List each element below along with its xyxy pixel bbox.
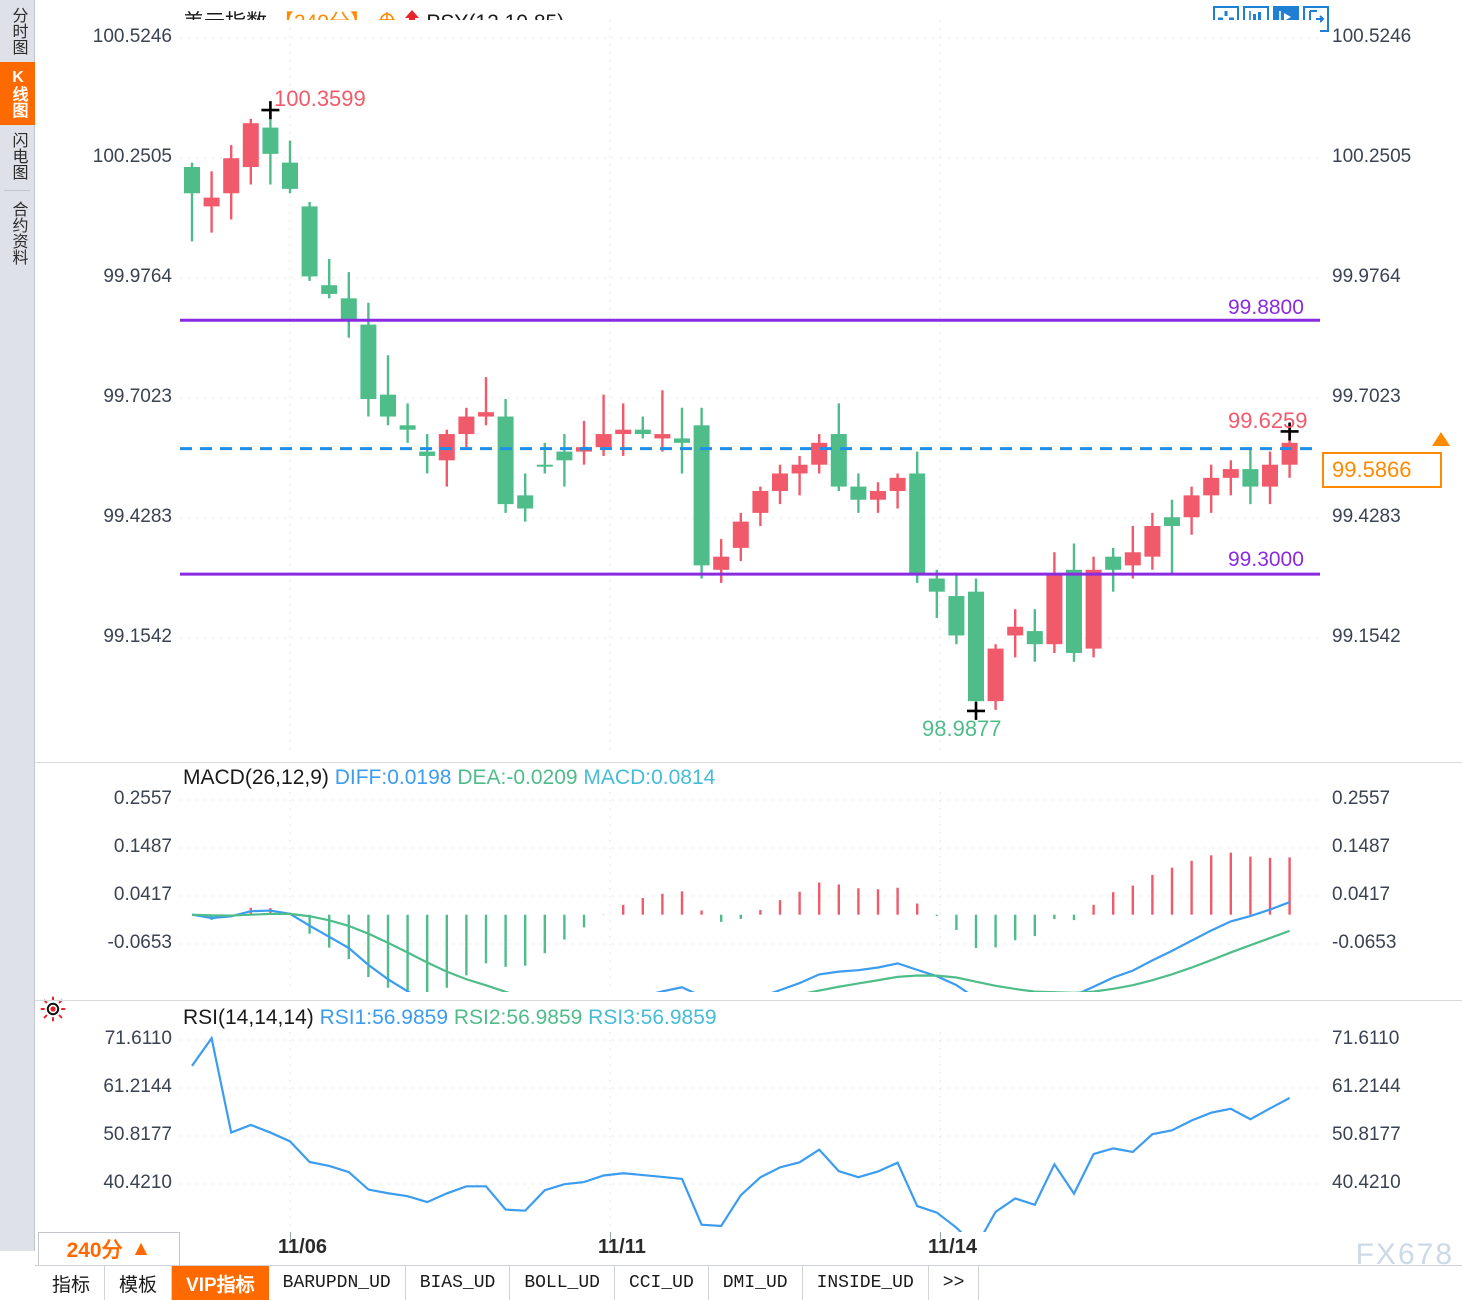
- axis-tick-label: 40.4210: [1332, 1172, 1401, 1193]
- axis-tick-label: 50.8177: [103, 1124, 172, 1145]
- axis-tick-label: 61.2144: [1332, 1076, 1401, 1097]
- left-sidebar: 分时图 K线图 闪电图 合约资料: [0, 0, 35, 1251]
- axis-tick-label: 100.2505: [1332, 146, 1412, 167]
- footer-vip[interactable]: VIP指标: [172, 1266, 269, 1300]
- axis-tick-label: 40.4210: [103, 1172, 172, 1193]
- hline-upper-label: 99.8800: [1228, 296, 1304, 319]
- footer-barupdn-ud[interactable]: BARUPDN_UD: [269, 1266, 406, 1300]
- axis-tick-label: 0.1487: [113, 836, 172, 857]
- sidebar-item-lightning[interactable]: 闪电图: [9, 132, 27, 180]
- date-axis-label: 11/06: [278, 1236, 327, 1258]
- axis-tick-label: 61.2144: [103, 1076, 172, 1097]
- timeframe-arrow-icon: ▲: [130, 1237, 152, 1260]
- axis-tick-label: 99.4283: [103, 506, 172, 527]
- axis-tick-label: 100.5246: [92, 26, 172, 47]
- macd-title: MACD(26,12,9): [183, 766, 329, 789]
- footer-template[interactable]: 模板: [105, 1266, 173, 1300]
- rsi2-value: RSI2:56.9859: [453, 1006, 583, 1029]
- footer-toolbar: 指标 模板 VIP指标 BARUPDN_UD BIAS_UD BOLL_UD CCI_UD D…: [0, 1266, 1462, 1300]
- macd-dea-value: DEA:-0.0209: [457, 766, 578, 789]
- footer-spacer: [0, 1266, 38, 1300]
- last-price-label: 99.6259: [1228, 408, 1308, 433]
- macd-diff-value: DIFF:0.0198: [334, 766, 452, 789]
- date-axis-label: 11/14: [928, 1236, 977, 1258]
- axis-tick-label: 0.2557: [113, 788, 172, 809]
- footer-cci-ud[interactable]: CCI_UD: [615, 1266, 709, 1300]
- macd-header: MACD(26,12,9) DIFF:0.0198 DEA:-0.0209 MA…: [183, 766, 715, 790]
- footer-dmi-ud[interactable]: DMI_UD: [709, 1266, 803, 1300]
- footer-bias-ud[interactable]: BIAS_UD: [406, 1266, 511, 1300]
- axis-tick-label: 71.6110: [104, 1028, 172, 1049]
- axis-tick-label: 99.7023: [103, 386, 172, 407]
- rsi-title: RSI(14,14,14): [183, 1006, 314, 1029]
- sidebar-item-contract[interactable]: 合约资料: [9, 201, 27, 265]
- axis-tick-label: 99.9764: [1332, 266, 1401, 287]
- axis-tick-label: 71.6110: [1332, 1028, 1400, 1049]
- axis-tick-label: 100.2505: [92, 146, 172, 167]
- axis-tick-label: -0.0653: [1332, 932, 1397, 953]
- macd-chart[interactable]: [180, 792, 1320, 992]
- timeframe-label: 240分: [66, 1239, 123, 1262]
- date-axis-tick: [290, 1232, 291, 1240]
- rsi3-value: RSI3:56.9859: [588, 1006, 717, 1029]
- low-price-label: 98.9877: [922, 716, 1002, 741]
- rsi-header: RSI(14,14,14) RSI1:56.9859 RSI2:56.9859 …: [183, 1006, 717, 1030]
- axis-tick-label: 99.7023: [1332, 386, 1401, 407]
- current-price-value: 99.5866: [1332, 457, 1412, 482]
- footer-inside-ud[interactable]: INSIDE_UD: [803, 1266, 929, 1300]
- current-price-tag[interactable]: 99.5866: [1322, 452, 1442, 488]
- sidebar-item-timeshare[interactable]: 分时图: [9, 7, 27, 55]
- axis-tick-label: -0.0653: [107, 932, 172, 953]
- date-axis-tick: [610, 1232, 611, 1240]
- sun-alert-icon[interactable]: [40, 996, 66, 1022]
- date-axis-tick: [940, 1232, 941, 1240]
- footer-more[interactable]: >>: [929, 1266, 980, 1300]
- axis-tick-label: 99.1542: [1332, 626, 1401, 647]
- axis-tick-label: 0.1487: [1332, 836, 1391, 857]
- macd-panel-divider: [35, 762, 1462, 763]
- axis-tick-label: 99.9764: [103, 266, 172, 287]
- price-direction-arrow-icon: [1432, 432, 1450, 446]
- rsi-panel-divider: [35, 1000, 1462, 1001]
- rsi-chart[interactable]: [180, 1032, 1320, 1232]
- axis-tick-label: 99.1542: [103, 626, 172, 647]
- high-price-label: 100.3599: [274, 86, 366, 111]
- date-axis-label: 11/11: [598, 1236, 646, 1258]
- axis-tick-label: 0.0417: [113, 884, 172, 905]
- axis-tick-label: 100.5246: [1332, 26, 1412, 47]
- axis-tick-label: 99.4283: [1332, 506, 1401, 527]
- axis-tick-label: 0.0417: [1332, 884, 1391, 905]
- macd-macd-value: MACD:0.0814: [583, 766, 716, 789]
- candlestick-chart[interactable]: [180, 20, 1320, 755]
- timeframe-button[interactable]: 240分 ▲: [38, 1232, 180, 1266]
- footer-boll-ud[interactable]: BOLL_UD: [510, 1266, 615, 1300]
- hline-lower-label: 99.3000: [1228, 548, 1304, 571]
- footer-indicator[interactable]: 指标: [38, 1266, 106, 1300]
- sidebar-item-kline[interactable]: K线图: [0, 62, 35, 125]
- axis-tick-label: 50.8177: [1332, 1124, 1401, 1145]
- footer-top-rule: [35, 1265, 1462, 1266]
- watermark: FX678: [1355, 1238, 1454, 1271]
- rsi1-value: RSI1:56.9859: [319, 1006, 449, 1029]
- axis-tick-label: 0.2557: [1332, 788, 1391, 809]
- sidebar-divider: [4, 190, 30, 191]
